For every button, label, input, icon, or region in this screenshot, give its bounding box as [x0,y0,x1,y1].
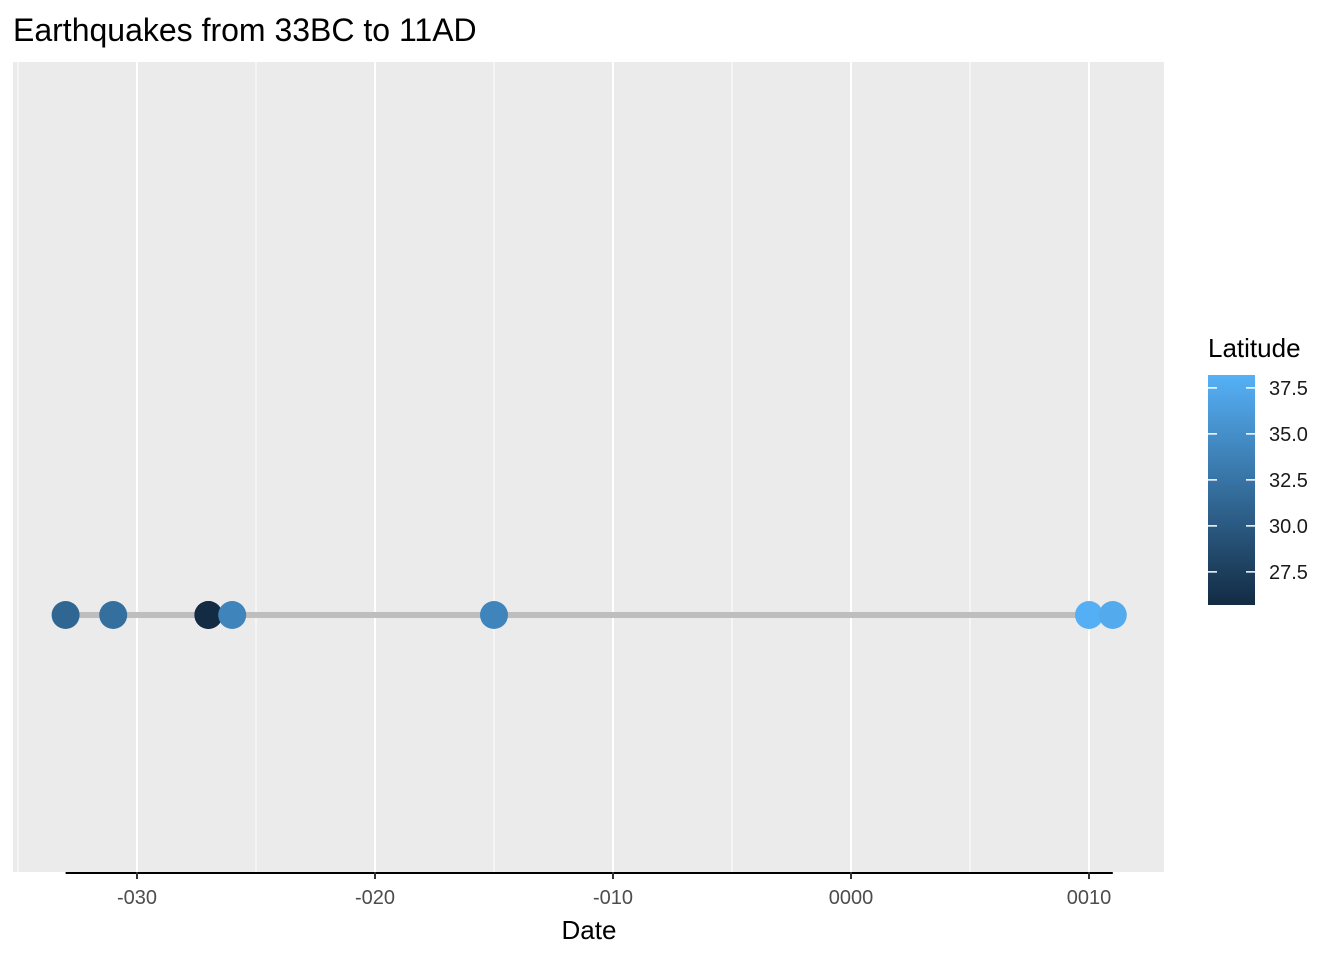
x-tick-label: -010 [593,887,633,909]
legend-tick-label: 35.0 [1269,424,1308,446]
x-axis: -030 -020 -010 0000 0010 [65,872,1113,909]
legend-tick-label: 37.5 [1269,378,1308,400]
earthquake-point [1098,601,1127,629]
earthquake-point [480,601,508,629]
minor-gridlines [17,62,971,872]
major-gridlines [136,62,1090,872]
earthquake-point [1075,601,1103,629]
earthquake-point [194,601,223,629]
x-tick-label: 0000 [829,887,874,909]
legend-title: Latitude [1208,333,1301,363]
legend-tick-label: 27.5 [1269,562,1308,584]
x-tick-label: -030 [117,887,157,909]
x-axis-title: Date [562,915,617,945]
x-tick-label: 0010 [1067,887,1112,909]
legend-tick-label: 32.5 [1269,470,1308,492]
legend-tick-label: 30.0 [1269,516,1308,538]
data-points [51,601,1127,629]
x-tick-label: -020 [355,887,395,909]
earthquake-point [51,601,80,629]
plot-panel [13,62,1164,872]
legend-colorbar [1208,375,1255,605]
legend: Latitude 27.5 30.0 32.5 35.0 37.5 [1208,333,1308,605]
legend-ticks: 27.5 30.0 32.5 35.0 37.5 [1208,378,1308,584]
earthquake-point [99,601,128,629]
earthquake-point [218,601,247,629]
chart-title: Earthquakes from 33BC to 11AD [13,12,477,48]
